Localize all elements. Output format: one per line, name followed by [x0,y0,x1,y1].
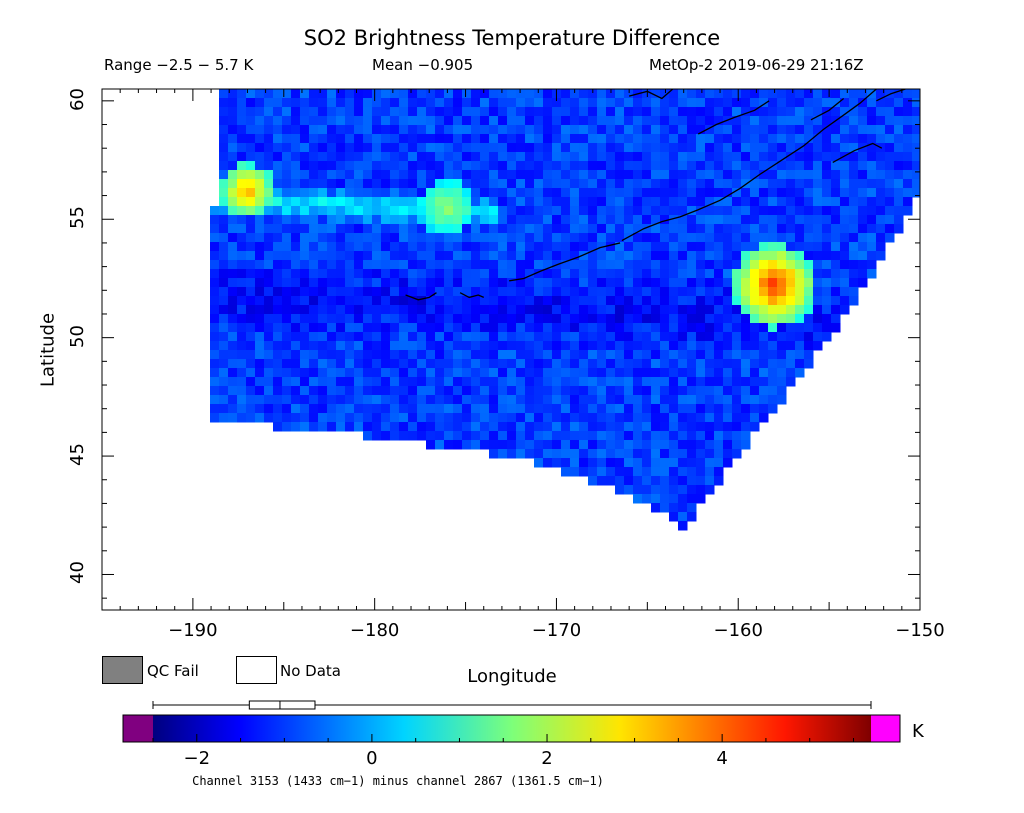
coastline [810,97,845,121]
channel-footnote: Channel 3153 (1433 cm−1) minus channel 2… [192,774,604,788]
y-tick-label: 50 [66,324,88,348]
coastline [876,89,906,102]
coastline [459,292,484,299]
colorbar-tick-label: 0 [366,748,378,769]
qc-fail-label: QC Fail [147,662,199,680]
chart-title: SO2 Brightness Temperature Difference [303,26,721,50]
x-tick-label: −170 [531,620,582,641]
no-data-swatch [236,656,277,684]
y-tick-label: 45 [66,443,88,467]
axis-ticks [101,89,921,610]
x-axis-label: Longitude [467,666,557,687]
colorbar-unit: K [912,721,924,742]
x-tick-label: −160 [713,620,763,641]
x-tick-label: −150 [895,620,945,641]
range-readout: Range −2.5 − 5.7 K [104,56,254,74]
coastline [405,292,437,301]
colorbar-gradient [153,715,871,742]
colorbar-tick-label: 2 [541,748,553,769]
qc-fail-swatch [102,656,143,684]
swath-data-layer [210,89,920,531]
y-tick-label: 60 [66,87,88,111]
coastline-layer [405,89,906,301]
colorbar [122,700,901,743]
colorbar-over [871,715,900,742]
mean-readout: Mean −0.905 [372,56,474,74]
coastline [832,142,883,163]
colorbar-under [123,715,153,742]
colorbar-boxplot [152,700,872,710]
colorbar-tick-label: 4 [716,748,728,769]
y-axis-label: Latitude [37,312,59,388]
coastline [697,100,770,135]
y-tick-label: 40 [66,561,88,585]
no-data-label: No Data [280,662,341,680]
coastline [621,89,877,242]
satellite-time-readout: MetOp-2 2019-06-29 21:16Z [649,56,864,74]
y-tick-label: 55 [66,206,88,230]
plot-frame [101,88,921,611]
x-tick-label: −190 [168,620,218,641]
coastline [509,242,621,282]
x-tick-label: −180 [349,620,400,641]
coastline [628,89,674,100]
colorbar-tick-label: −2 [183,748,211,769]
